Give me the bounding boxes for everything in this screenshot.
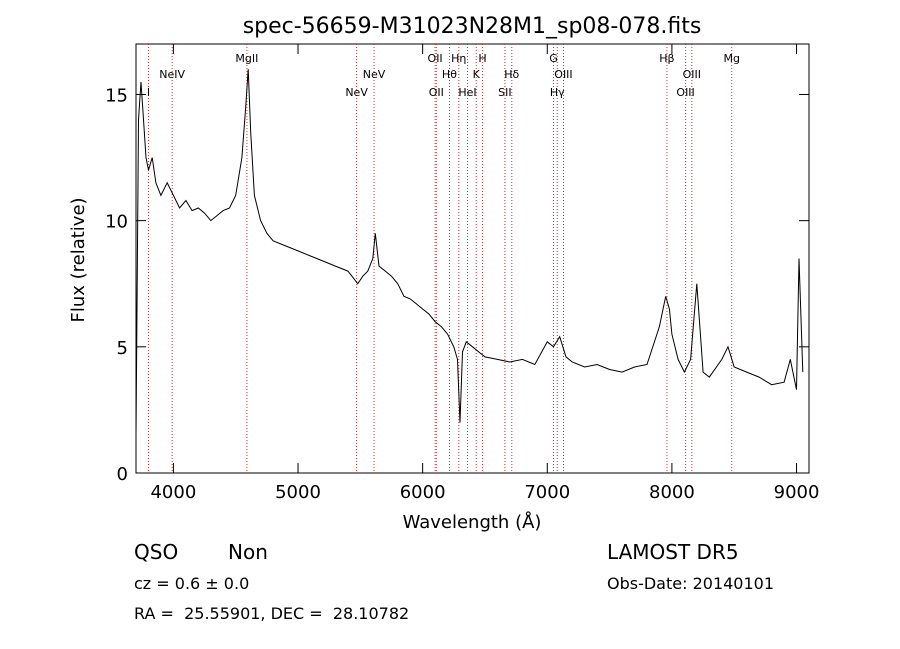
x-tick-label: 4000 xyxy=(150,482,196,503)
line-marker-label: Mg xyxy=(723,52,739,65)
redshift-readout: cz = 0.6 ± 0.0 xyxy=(134,574,250,593)
line-marker-label: Hθ xyxy=(442,68,457,81)
object-class: QSO xyxy=(134,540,179,564)
survey-label: LAMOST DR5 xyxy=(607,540,739,564)
line-marker-label: MgII xyxy=(235,52,258,65)
line-marker-label: Hβ xyxy=(659,52,674,65)
x-tick-label: 5000 xyxy=(275,482,321,503)
y-tick-label: 10 xyxy=(105,212,128,233)
y-tick-label: 5 xyxy=(117,338,128,359)
line-marker-label: SII xyxy=(498,86,511,99)
line-marker-label: OIII xyxy=(683,68,701,81)
x-axis-label: Wavelength (Å) xyxy=(403,511,542,533)
spectrum-chart: spec-56659-M31023N28M1_sp08-078.fits I Ne… xyxy=(68,14,819,533)
line-marker-label: G xyxy=(549,52,558,65)
line-marker-label: K xyxy=(473,68,481,81)
y-tick-label: 15 xyxy=(105,85,128,106)
y-tick-label: 0 xyxy=(117,464,128,485)
coordinates: RA = 25.55901, DEC = 28.10782 xyxy=(134,604,410,623)
obs-date: Obs-Date: 20140101 xyxy=(607,574,775,593)
line-marker-label: Hγ xyxy=(550,86,565,99)
line-marker-label: I xyxy=(147,86,150,99)
line-markers: I NeIV MgII NeV NeV OII OII Hθ Hη HeI KH SII Hδ G Hγ OI… xyxy=(147,44,740,473)
line-marker-label: OII xyxy=(429,86,444,99)
object-subclass: Non xyxy=(228,540,268,564)
plot-frame xyxy=(135,43,810,474)
line-marker-label: OII xyxy=(428,52,443,65)
line-marker-label: Hδ xyxy=(504,68,519,81)
line-marker-label: NeV xyxy=(363,68,386,81)
axis-ticks: 4000 5000 6000 7000 8000 9000 0 5 10 15 xyxy=(105,44,819,503)
line-marker-label: OIII xyxy=(554,68,572,81)
x-tick-label: 7000 xyxy=(524,482,570,503)
x-tick-label: 9000 xyxy=(774,482,820,503)
line-marker-label: Hη xyxy=(451,52,466,65)
x-tick-label: 8000 xyxy=(649,482,695,503)
line-marker-label: H xyxy=(478,52,486,65)
y-axis-label: Flux (relative) xyxy=(68,197,89,322)
line-marker-label: OIII xyxy=(676,86,694,99)
x-tick-label: 6000 xyxy=(400,482,446,503)
line-marker-label: HeI xyxy=(458,86,476,99)
line-marker-label: NeV xyxy=(345,86,368,99)
chart-title: spec-56659-M31023N28M1_sp08-078.fits xyxy=(243,14,702,39)
spectrum-line xyxy=(135,69,804,436)
line-marker-label: NeIV xyxy=(159,68,185,81)
